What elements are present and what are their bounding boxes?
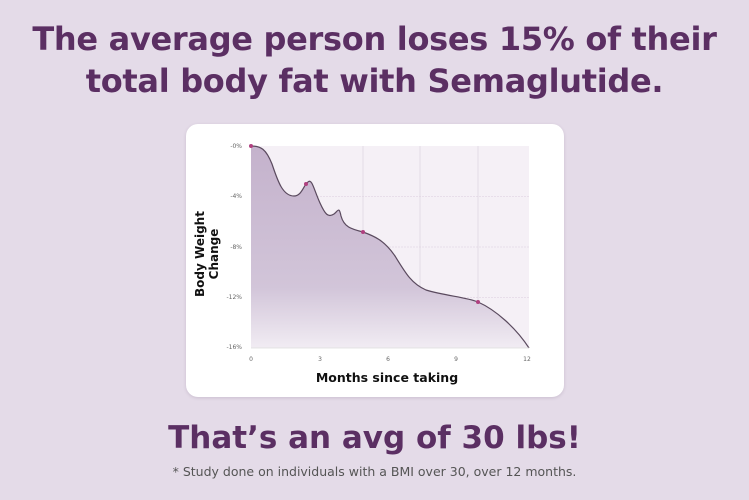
x-tick-6: 6 — [386, 356, 390, 363]
data-line — [250, 145, 530, 349]
weight-change-chart — [249, 144, 530, 349]
x-axis-title: Months since taking — [315, 370, 459, 385]
y-tick-16: -16% — [226, 344, 242, 351]
chart-card: Body Weight Change -0% -4% -8% -12% -16%… — [186, 124, 564, 397]
subheadline: That’s an avg of 30 lbs! — [168, 420, 581, 456]
headline-line-2: total body fat with Semaglutide. — [85, 62, 664, 100]
y-tick-12: -12% — [226, 294, 242, 301]
headline: The average person loses 15% of their to… — [0, 18, 749, 102]
y-tick-0: -0% — [230, 143, 242, 150]
x-tick-9: 9 — [454, 356, 458, 363]
marker-month-10 — [476, 300, 480, 304]
x-tick-12: 12 — [523, 356, 531, 363]
marker-month-5 — [361, 230, 365, 234]
y-tick-8: -8% — [230, 244, 242, 251]
marker-month-0 — [249, 144, 253, 148]
headline-line-1: The average person loses 15% of their — [32, 20, 717, 58]
x-tick-3: 3 — [318, 356, 322, 363]
marker-month-2-4 — [304, 182, 308, 186]
x-tick-0: 0 — [249, 356, 253, 363]
footnote: * Study done on individuals with a BMI o… — [172, 464, 577, 479]
data-markers — [249, 144, 480, 304]
y-tick-4: -4% — [230, 193, 242, 200]
